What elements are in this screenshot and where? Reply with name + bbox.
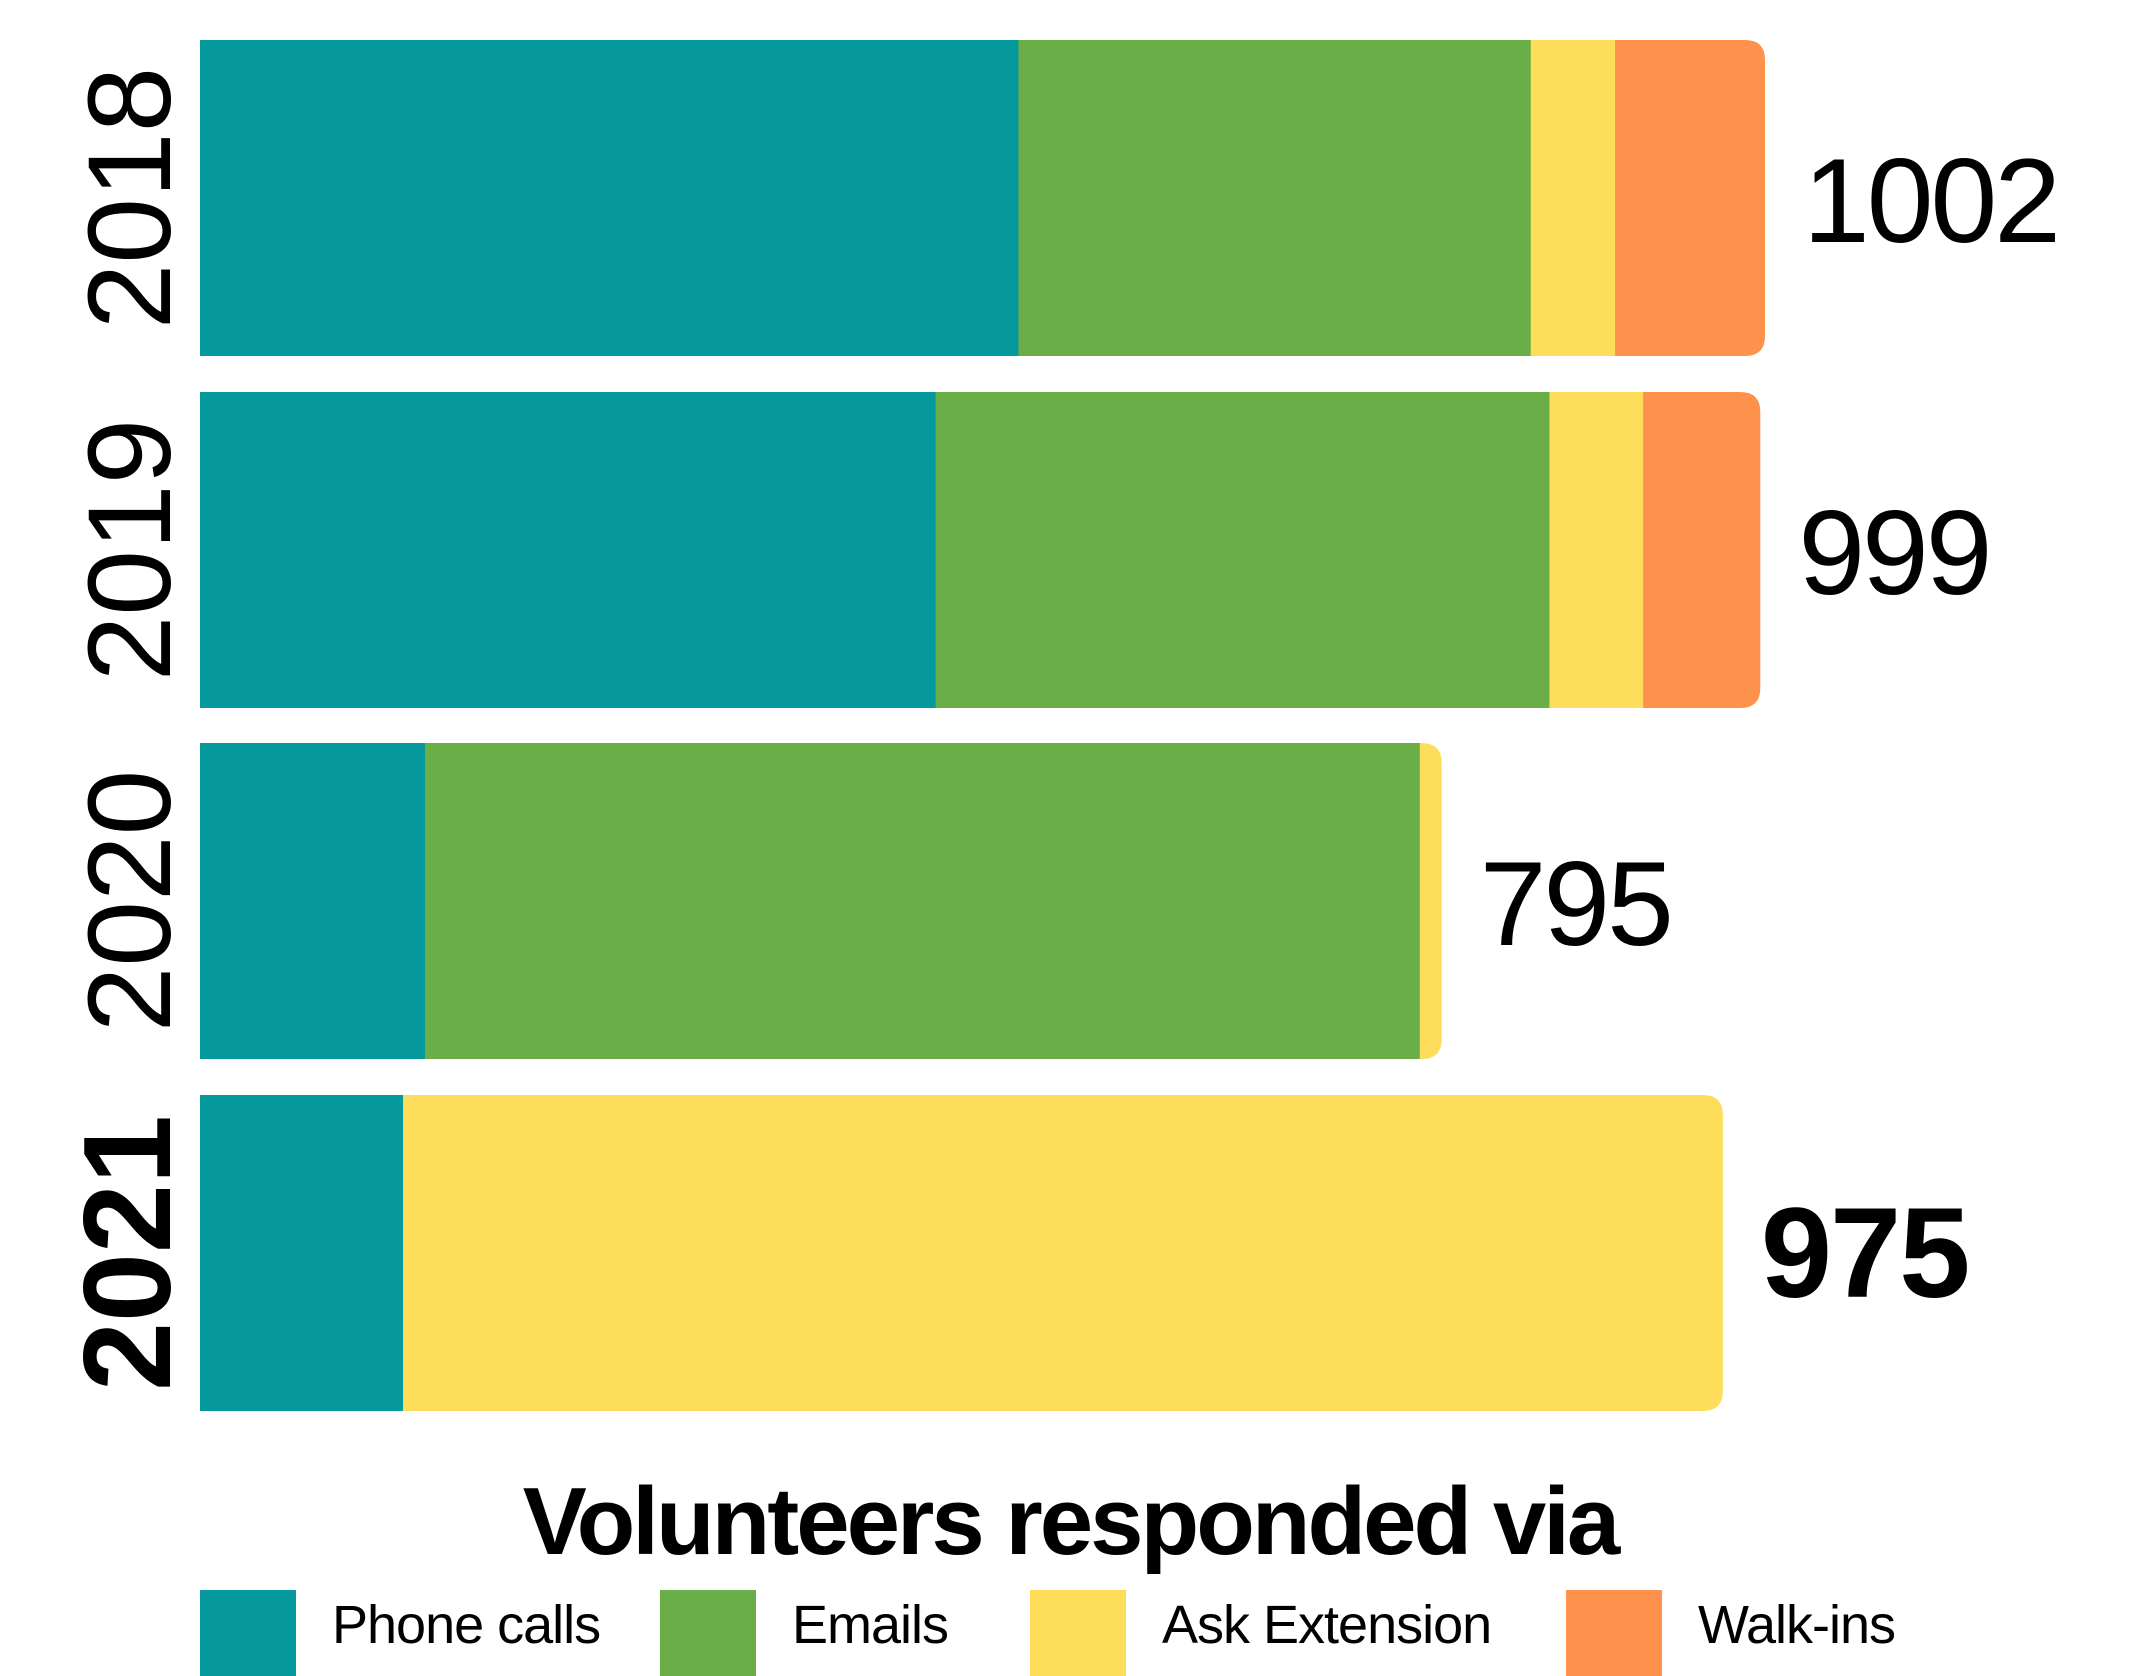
total-label-year-2020: 795 (1480, 837, 1671, 971)
total-label-year-2018: 1002 (1803, 134, 2058, 268)
bar-segment-year-2019-phone-calls (200, 392, 937, 708)
legend-swatch-walk-ins (1566, 1590, 1662, 1676)
category-label-year-2021: 2021 (59, 1115, 197, 1391)
bar-segment-year-2018-walk-ins (1615, 40, 1765, 356)
bar-segment-year-2018-phone-calls (200, 40, 1019, 356)
bar-year-2020 (200, 743, 1442, 1059)
legend: Phone calls Emails Ask Extension Walk-in… (0, 1590, 2140, 1676)
total-label-year-2021: 975 (1761, 1182, 1969, 1325)
legend-title: Volunteers responded via (522, 1468, 1621, 1575)
legend-swatch-emails (660, 1590, 756, 1676)
legend-item-emails: Emails (660, 1590, 949, 1676)
legend-label-phone-calls: Phone calls (332, 1595, 601, 1655)
legend-label-ask-extension: Ask Extension (1162, 1595, 1492, 1655)
bar-segment-year-2020-ask-extension (1419, 743, 1442, 1059)
bar-segment-year-2019-ask-extension (1549, 392, 1644, 708)
bar-year-2021 (200, 1095, 1723, 1411)
legend-swatch-phone-calls (200, 1590, 296, 1676)
bar-segment-year-2021-phone-calls (200, 1095, 404, 1411)
bar-segment-year-2019-walk-ins (1643, 392, 1761, 708)
legend-label-emails: Emails (792, 1595, 949, 1655)
category-label-year-2020: 2020 (64, 770, 196, 1033)
legend-item-walk-ins: Walk-ins (1566, 1590, 1896, 1676)
bar-segment-year-2019-emails (935, 392, 1550, 708)
category-label-year-2018: 2018 (64, 67, 196, 330)
bar-segment-year-2021-ask-extension (403, 1095, 1723, 1411)
bar-segment-year-2020-phone-calls (200, 743, 426, 1059)
stacked-bar-chart: 2018 1002 2019 999 2020 795 2021 975 (59, 40, 2061, 1411)
legend-swatch-ask-extension (1030, 1590, 1126, 1676)
legend-item-phone-calls: Phone calls (200, 1590, 601, 1676)
bar-segment-year-2020-emails (424, 743, 1421, 1059)
bar-year-2018 (200, 40, 1765, 356)
total-label-year-2019: 999 (1798, 486, 1989, 620)
bar-year-2019 (200, 392, 1761, 708)
bar-segment-year-2018-emails (1018, 40, 1532, 356)
legend-item-ask-extension: Ask Extension (1030, 1590, 1492, 1676)
category-label-year-2019: 2019 (64, 419, 196, 682)
bar-segment-year-2018-ask-extension (1530, 40, 1616, 356)
legend-label-walk-ins: Walk-ins (1698, 1595, 1896, 1655)
